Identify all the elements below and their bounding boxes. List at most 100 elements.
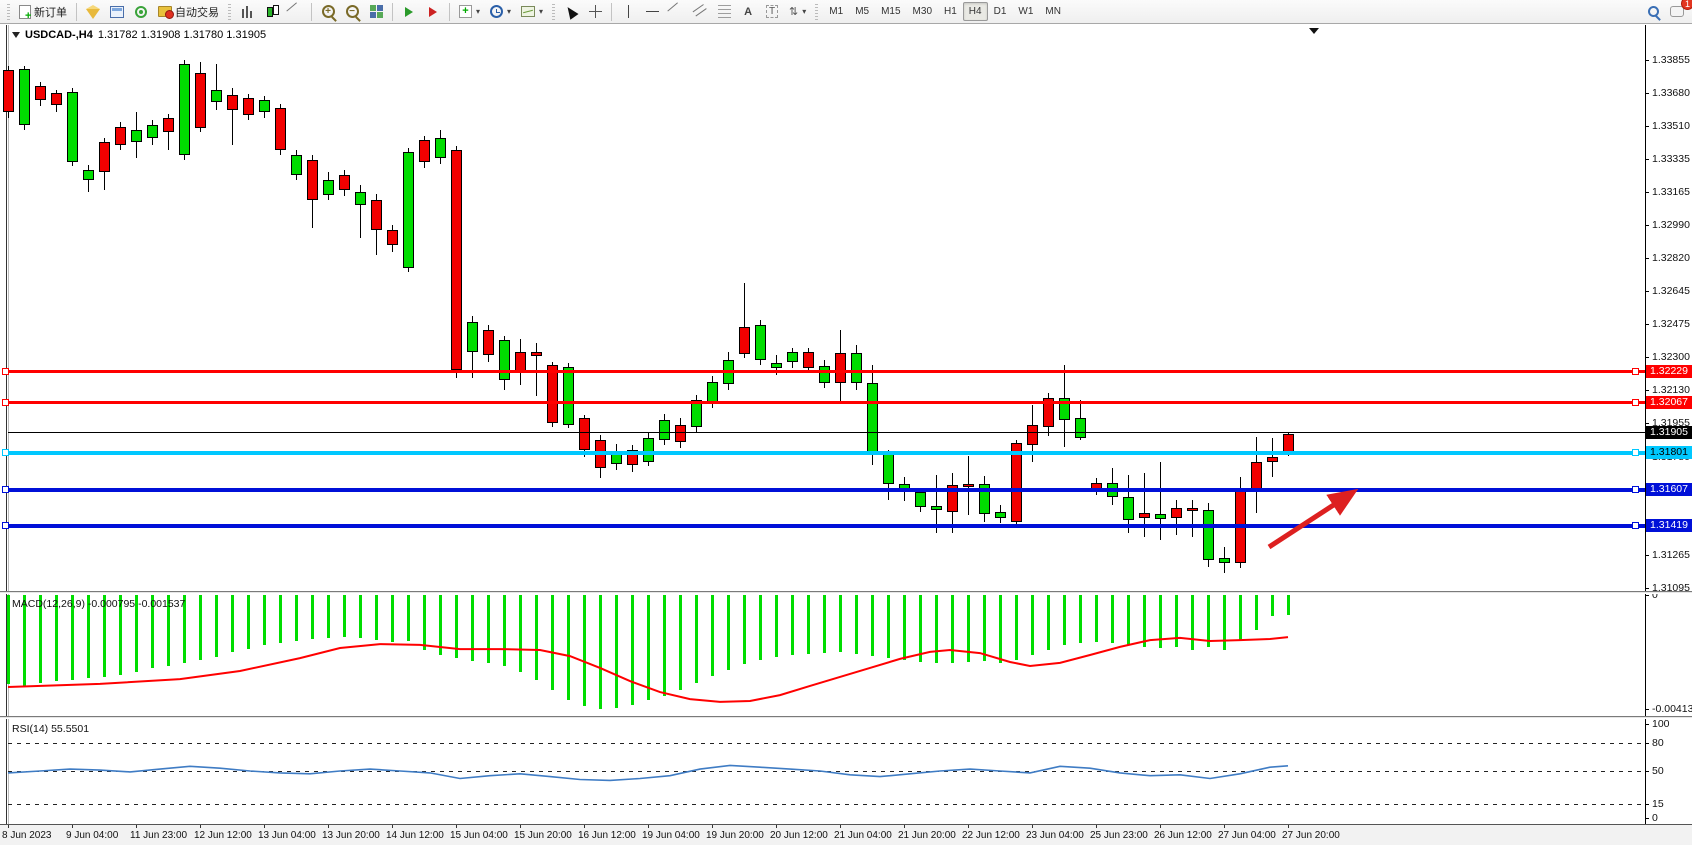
toolbar-grip[interactable]: [7, 3, 10, 20]
price-tick-label: 1.31955: [1652, 417, 1690, 430]
time-tick-label: 27 Jun 20:00: [1282, 830, 1340, 841]
line-handle[interactable]: [1632, 486, 1639, 494]
timeframe-button-mn[interactable]: MN: [1045, 6, 1061, 17]
signals-button[interactable]: [130, 2, 152, 22]
line-handle[interactable]: [2, 367, 9, 375]
timeframe-group: M1 M5 M15 M30 H1 H4 D1 W1 MN: [823, 2, 1067, 21]
macd-axis-label: 0: [1652, 589, 1658, 601]
line-handle[interactable]: [2, 398, 9, 406]
line-handle[interactable]: [2, 449, 9, 457]
price-level-line[interactable]: [8, 369, 1645, 373]
market-watch-button[interactable]: [82, 2, 104, 22]
auto-scroll-button[interactable]: [398, 2, 420, 22]
timeframe-button-d1[interactable]: D1: [993, 6, 1007, 17]
candle: [819, 366, 830, 384]
symbol-dropdown-icon[interactable]: [12, 32, 20, 38]
trendline-icon: [666, 2, 686, 21]
line-handle[interactable]: [2, 486, 9, 494]
toolbar-grip[interactable]: [552, 3, 556, 20]
time-tick: [136, 825, 137, 828]
timeframe-button-m1[interactable]: M1: [829, 6, 844, 17]
candle: [771, 362, 782, 368]
timeframe-button-m30[interactable]: M30: [912, 6, 932, 17]
macd-histogram-bar: [1079, 595, 1082, 643]
periods-button[interactable]: ▾: [486, 2, 515, 22]
price-level-line[interactable]: [8, 487, 1645, 492]
line-handle[interactable]: [1632, 449, 1639, 457]
rsi-axis-tick: [1645, 742, 1649, 744]
timeframe-button-h4[interactable]: H4: [962, 2, 988, 21]
hline-tool-button[interactable]: [641, 2, 663, 22]
candle: [227, 95, 238, 110]
price-tick-label: 1.32130: [1652, 383, 1690, 396]
macd-histogram-bar: [695, 595, 698, 684]
fibonacci-tool-button[interactable]: [713, 2, 735, 22]
rsi-axis-label: 50: [1652, 765, 1664, 777]
time-tick: [264, 825, 265, 828]
candle: [915, 492, 926, 507]
candle: [995, 511, 1006, 519]
vline-tool-button[interactable]: [617, 2, 639, 22]
toolbar-grip[interactable]: [228, 3, 231, 20]
tile-windows-button[interactable]: [365, 2, 387, 22]
indicators-button[interactable]: + ▾: [455, 2, 484, 22]
crosshair-tool-button[interactable]: [584, 2, 606, 22]
new-chart-button[interactable]: [106, 2, 128, 22]
text-tool-button[interactable]: A: [737, 2, 759, 22]
zoom-out-button[interactable]: −: [341, 2, 363, 22]
chart-shift-button[interactable]: [422, 2, 444, 22]
price-level-line[interactable]: [8, 432, 1645, 434]
zoom-in-button[interactable]: +: [317, 2, 339, 22]
candle: [659, 419, 670, 441]
price-level-line[interactable]: [8, 400, 1645, 404]
time-tick: [200, 825, 201, 828]
trendline-tool-button[interactable]: [665, 2, 687, 22]
line-handle[interactable]: [1632, 522, 1639, 530]
price-tick: [1645, 60, 1649, 61]
rsi-label: RSI(14) 55.5501: [12, 723, 90, 735]
candle: [195, 73, 206, 128]
candle: [275, 108, 286, 151]
time-axis[interactable]: 8 Jun 2023 9 Jun 04:00 11 Jun 23:00 12 Jun …: [0, 824, 1692, 845]
price-axis-line: [1645, 25, 1646, 824]
bar-chart-button[interactable]: [236, 2, 258, 22]
chart-window-icon: [110, 5, 124, 18]
timeframe-button-m5[interactable]: M5: [855, 6, 870, 17]
channel-tool-button[interactable]: [689, 2, 711, 22]
toolbar-grip[interactable]: [815, 3, 819, 20]
templates-button[interactable]: ▾: [517, 2, 547, 22]
macd-histogram-bar: [775, 595, 778, 657]
candle-chart-button[interactable]: [260, 2, 282, 22]
timeframe-button-m15[interactable]: M15: [881, 6, 901, 17]
timeframe-button-w1[interactable]: W1: [1018, 6, 1034, 17]
time-tick: [584, 825, 585, 828]
label-tool-button[interactable]: T: [761, 2, 783, 22]
time-tick: [456, 825, 457, 828]
arrows-tool-button[interactable]: ⇅ ▾: [785, 2, 810, 22]
price-tick-label: 1.32990: [1652, 219, 1690, 232]
macd-histogram-bar: [423, 595, 426, 650]
search-button[interactable]: [1642, 2, 1664, 22]
price-tick-label: 1.32645: [1652, 285, 1690, 298]
new-order-button[interactable]: + 新订单: [15, 2, 71, 22]
cursor-tool-button[interactable]: [560, 2, 582, 22]
macd-histogram-bar: [519, 595, 522, 673]
time-tick-label: 11 Jun 23:00: [130, 830, 188, 841]
price-level-line[interactable]: [8, 523, 1645, 528]
price-level-line[interactable]: [8, 450, 1645, 455]
candle: [99, 142, 110, 173]
line-handle[interactable]: [1632, 367, 1639, 375]
timeframe-button-h1[interactable]: H1: [944, 6, 957, 17]
autotrade-button[interactable]: 自动交易: [154, 2, 223, 22]
line-handle[interactable]: [1632, 398, 1639, 406]
pane-splitter[interactable]: [0, 591, 1692, 594]
pane-splitter[interactable]: [0, 716, 1692, 719]
line-handle[interactable]: [2, 522, 9, 530]
notifications-button[interactable]: 1: [1666, 0, 1692, 22]
line-chart-button[interactable]: [284, 2, 306, 22]
candle: [755, 325, 766, 361]
chart-shift-marker[interactable]: [1309, 28, 1319, 34]
macd-histogram-bar: [1143, 595, 1146, 647]
candle: [339, 174, 350, 191]
